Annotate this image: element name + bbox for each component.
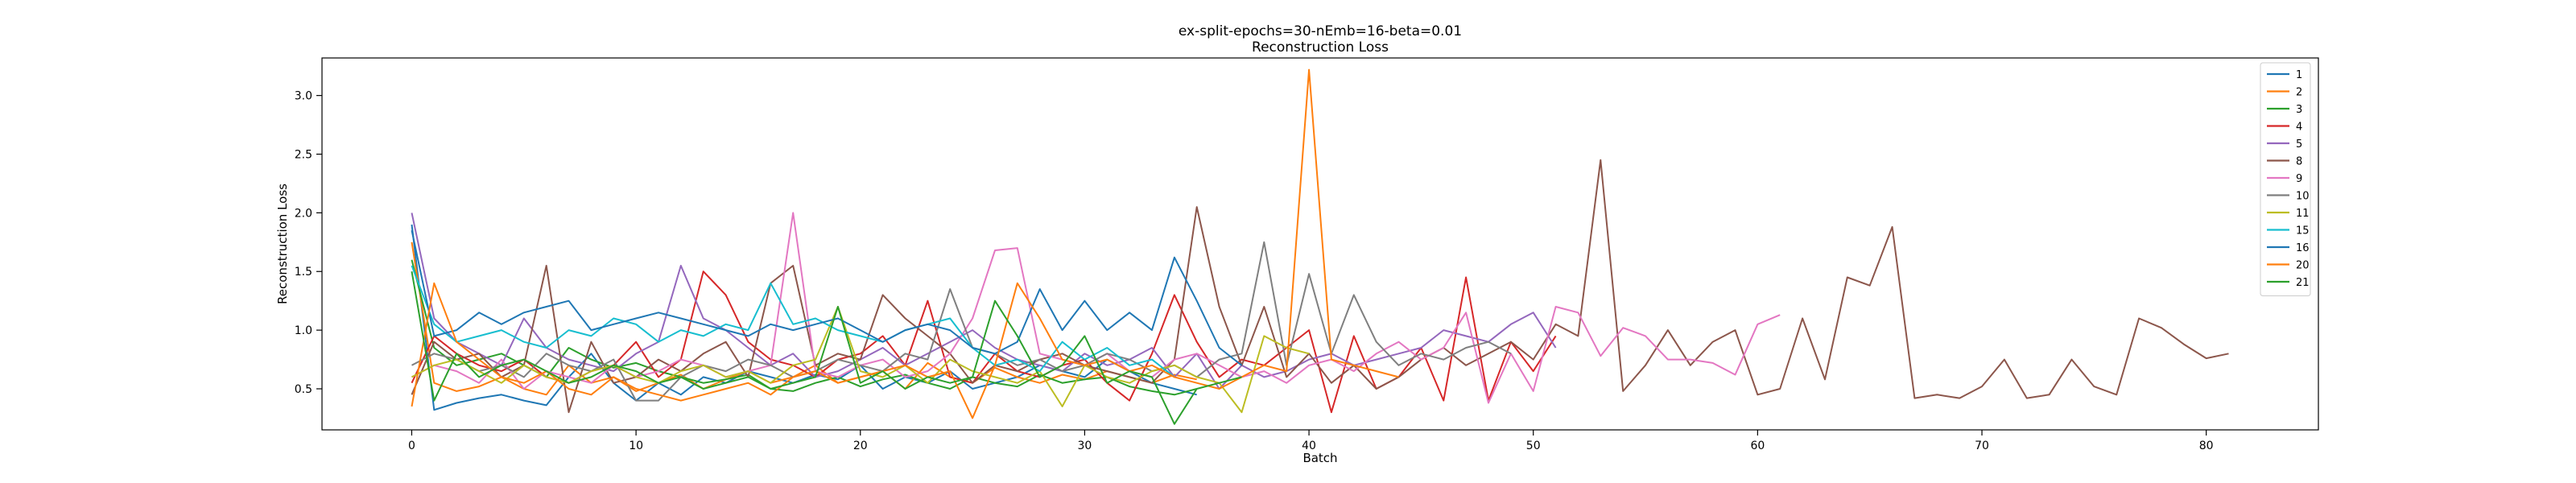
series-line-20: [411, 68, 1399, 419]
series-line-1: [411, 224, 1197, 411]
x-tick-label: 10: [629, 440, 643, 452]
series-line-16: [411, 229, 1243, 366]
series-line-21: [411, 271, 1242, 425]
legend-box: [2260, 62, 2311, 296]
y-tick-label: 3.0: [295, 90, 312, 103]
legend-label-15: 15: [2296, 225, 2310, 237]
y-tick-label: 2.0: [295, 207, 312, 220]
legend-label-2: 2: [2296, 87, 2302, 99]
x-tick-label: 20: [853, 440, 868, 452]
series-line-8: [411, 159, 2229, 414]
x-tick-label: 60: [1750, 440, 1765, 452]
legend: 1 2 3 4 5 8 9 10 11 15 16 20 21: [2260, 62, 2311, 296]
x-tick-label: 0: [408, 440, 415, 452]
legend-label-21: 21: [2296, 277, 2310, 289]
y-tick-label: 1.0: [295, 324, 312, 337]
y-tick-label: 1.5: [295, 266, 312, 279]
x-tick-label: 70: [1975, 440, 1989, 452]
y-tick-label: 2.5: [295, 149, 312, 162]
chart-subtitle: Reconstruction Loss: [1252, 39, 1389, 56]
x-tick-label: 40: [1302, 440, 1316, 452]
legend-label-10: 10: [2296, 191, 2310, 203]
legend-label-4: 4: [2296, 122, 2302, 134]
plot-lines: [411, 68, 2229, 425]
series-line-10: [411, 241, 1512, 402]
y-tick-label: 0.5: [295, 383, 312, 396]
chart-title: ex-split-epochs=30-nEmb=16-beta=0.01: [1179, 23, 1462, 39]
legend-label-11: 11: [2296, 208, 2310, 220]
legend-label-5: 5: [2296, 138, 2302, 151]
legend-label-8: 8: [2296, 156, 2302, 168]
legend-label-20: 20: [2296, 260, 2310, 272]
legend-label-1: 1: [2296, 69, 2302, 81]
legend-label-3: 3: [2296, 104, 2302, 116]
x-tick-label: 50: [1526, 440, 1541, 452]
plot-frame: [321, 57, 2319, 431]
x-tick-label: 30: [1078, 440, 1092, 452]
x-axis-ticks: 0 10 20 30 40 50 60 70 80: [408, 430, 2214, 452]
legend-label-9: 9: [2296, 173, 2302, 185]
y-axis-ticks: 0.5 1.0 1.5 2.0 2.5 3.0: [295, 90, 322, 396]
series-line-15: [411, 265, 1175, 378]
legend-label-16: 16: [2296, 242, 2310, 254]
x-tick-label: 80: [2199, 440, 2214, 452]
y-axis-label: Reconstruction Loss: [275, 184, 290, 304]
x-axis-label: Batch: [1302, 451, 1337, 465]
